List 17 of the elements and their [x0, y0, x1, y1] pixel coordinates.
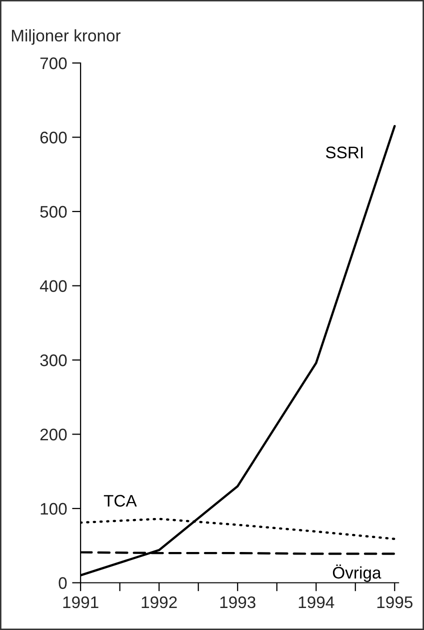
y-axis-title: Miljoner kronor	[12, 29, 121, 45]
x-tick-label: 1994	[298, 596, 334, 608]
y-tick-label: 600	[40, 132, 67, 144]
x-tick-label: 1993	[220, 596, 256, 608]
series-label: TCA	[104, 494, 137, 507]
y-tick-label: 100	[40, 502, 67, 515]
series-label: SSRI	[326, 146, 363, 158]
x-tick-label: 1995	[377, 596, 412, 608]
y-tick-label: 700	[40, 57, 67, 70]
y-tick-label: 200	[40, 428, 67, 440]
y-tick-label: 400	[40, 280, 67, 292]
series-label: Övriga	[332, 564, 382, 582]
y-tick-label: 500	[40, 206, 67, 218]
x-tick-label: 1992	[142, 596, 177, 608]
y-tick-label: 0	[58, 577, 67, 589]
y-tick-label: 300	[40, 354, 67, 366]
x-tick-label: 1991	[63, 596, 98, 608]
